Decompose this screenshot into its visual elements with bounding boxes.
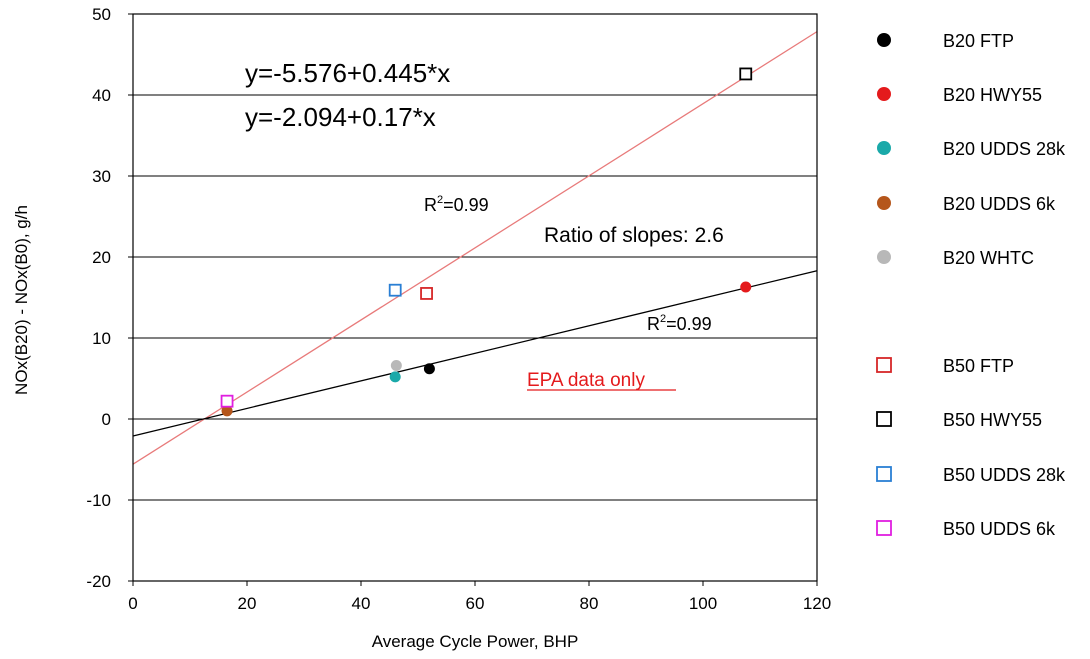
x-tick-label: 80	[580, 594, 599, 613]
legend-item: B20 WHTC	[877, 248, 1034, 268]
x-tick-label: 0	[128, 594, 137, 613]
legend-marker	[876, 520, 892, 536]
legend-marker	[877, 33, 891, 47]
y-tick-label: -20	[86, 572, 111, 591]
fit-line-1	[132, 270, 818, 437]
legend-marker	[877, 87, 891, 101]
legend-marker	[876, 411, 892, 427]
y-tick-label: -10	[86, 491, 111, 510]
point-b20-whtc	[390, 360, 402, 372]
point-b20-ftp	[423, 363, 435, 375]
point-b20-udds-28k	[389, 371, 401, 383]
legend-item: B20 UDDS 6k	[877, 194, 1056, 214]
x-tick-label: 20	[238, 594, 257, 613]
x-tick-label: 120	[803, 594, 831, 613]
epa-data-only-label: EPA data only	[527, 370, 645, 391]
legend-item: B20 HWY55	[877, 85, 1042, 105]
point-b50-udds-6k	[220, 394, 234, 408]
legend-label: B20 UDDS 28k	[943, 139, 1066, 159]
legend-marker	[876, 466, 892, 482]
legend-item: B50 HWY55	[876, 410, 1042, 430]
grid-lines	[133, 94, 817, 501]
legend-marker	[877, 141, 891, 155]
y-tick-label: 20	[92, 248, 111, 267]
x-axis-title: Average Cycle Power, BHP	[372, 632, 579, 651]
legend-item: B20 UDDS 28k	[877, 139, 1066, 159]
y-tick-label: 30	[92, 167, 111, 186]
y-tick-label: 10	[92, 329, 111, 348]
y-tick-labels: -20 -10 0 10 20 30 40 50	[86, 5, 133, 591]
y-tick-label: 0	[102, 410, 111, 429]
svg-text:R2=0.99: R2=0.99	[647, 313, 712, 334]
legend-label: B20 FTP	[943, 31, 1014, 51]
point-b50-ftp	[420, 287, 433, 300]
fit-line-0	[132, 31, 818, 465]
r2-label-b20: R2=0.99	[647, 313, 712, 334]
legend-marker	[877, 250, 891, 264]
point-b20-hwy55	[740, 281, 752, 293]
equation-b20: y=-2.094+0.17*x	[245, 102, 436, 132]
y-tick-label: 40	[92, 86, 111, 105]
data-points	[220, 67, 753, 417]
legend-label: B50 UDDS 6k	[943, 519, 1056, 539]
x-tick-labels: 0 20 40 60 80 100 120	[128, 581, 831, 613]
ratio-of-slopes-label: Ratio of slopes: 2.6	[544, 224, 724, 247]
legend-label: B20 UDDS 6k	[943, 194, 1056, 214]
x-tick-label: 40	[352, 594, 371, 613]
x-tick-label: 100	[689, 594, 717, 613]
legend-item: B50 UDDS 28k	[876, 465, 1066, 485]
legend-item: B20 FTP	[877, 31, 1014, 51]
point-b50-hwy55	[739, 67, 753, 81]
legend-item: B50 FTP	[876, 356, 1014, 376]
svg-text:R2=0.99: R2=0.99	[424, 194, 489, 215]
legend-label: B20 HWY55	[943, 85, 1042, 105]
point-b50-udds-28k	[388, 283, 402, 297]
y-axis-title: NOx(B20) - NOx(B0), g/h	[12, 205, 31, 395]
legend-label: B50 FTP	[943, 356, 1014, 376]
legend-label: B20 WHTC	[943, 248, 1034, 268]
equation-b50: y=-5.576+0.445*x	[245, 58, 450, 88]
r2-label-b50: R2=0.99	[424, 194, 489, 215]
legend-label: B50 UDDS 28k	[943, 465, 1066, 485]
y-tick-label: 50	[92, 5, 111, 24]
legend-item: B50 UDDS 6k	[876, 519, 1056, 539]
x-tick-label: 60	[466, 594, 485, 613]
point-b20-udds-6k	[221, 405, 233, 417]
legend-marker	[877, 196, 891, 210]
fit-lines	[132, 31, 818, 465]
plot-frame	[132, 13, 818, 582]
legend-marker	[876, 357, 892, 373]
legend: B20 FTP B20 HWY55 B20 UDDS 28k B20 UDDS 6k B…	[876, 31, 1066, 539]
legend-label: B50 HWY55	[943, 410, 1042, 430]
